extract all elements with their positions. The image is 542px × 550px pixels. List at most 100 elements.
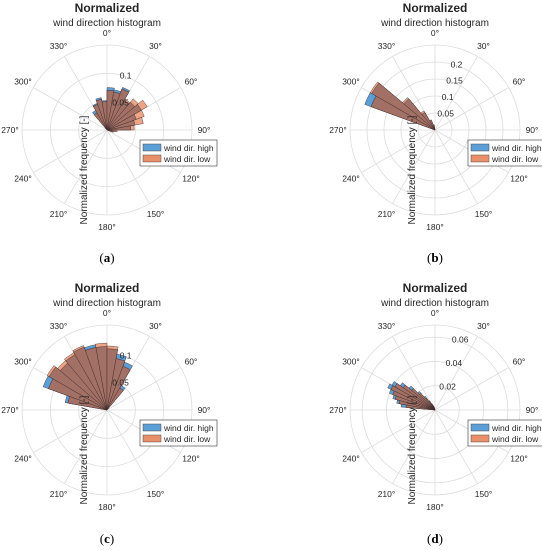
panel-subtitle: wind direction histogram — [380, 298, 489, 309]
bar-overlap — [429, 120, 436, 131]
radial-axis-label: Normalized frequency [-] — [407, 115, 418, 224]
angle-tick-label: 0° — [431, 308, 439, 318]
r-tick-label: 0.1 — [120, 350, 132, 360]
angle-tick-label: 90° — [198, 125, 211, 135]
bar-overlap — [390, 385, 436, 411]
bar-overlap — [403, 98, 436, 131]
angle-tick-label: 180° — [426, 222, 444, 232]
angle-tick-label: 120° — [182, 454, 200, 464]
panel-caption: (a) — [99, 250, 114, 265]
legend-swatch-low — [142, 434, 162, 443]
angle-tick-label: 60° — [185, 77, 198, 87]
bar-overlap — [106, 387, 124, 411]
angle-tick-label: 90° — [526, 405, 539, 415]
bar-overlap — [402, 384, 436, 411]
bar-overlap — [95, 346, 108, 411]
radial-axis-label: Normalized frequency [-] — [79, 115, 90, 224]
panel-caption-letter: d — [431, 531, 439, 546]
legend-swatch-low — [470, 154, 490, 163]
r-tick-label: 0.1 — [120, 70, 132, 80]
r-tick-label: 0.04 — [446, 358, 463, 368]
bar-overlap — [419, 392, 436, 411]
angle-tick-label: 300° — [14, 357, 32, 367]
bar-overlap — [106, 358, 126, 411]
angle-tick-label: 270° — [1, 405, 19, 415]
legend-swatch-low — [142, 154, 162, 163]
angle-tick-label: 120° — [510, 174, 528, 184]
angle-tick-label: 150° — [475, 489, 493, 499]
spoke — [106, 367, 181, 411]
angle-tick-label: 330° — [50, 321, 68, 331]
spoke — [434, 87, 509, 131]
spoke — [33, 409, 108, 453]
legend-swatch-high — [142, 423, 162, 432]
r-tick-label: 0.1 — [442, 92, 454, 102]
bar-overlap — [73, 346, 108, 411]
panel-subtitle: wind direction histogram — [52, 18, 161, 29]
angle-tick-label: 60° — [513, 77, 526, 87]
spoke — [106, 129, 150, 204]
panel-subtitle: wind direction histogram — [380, 18, 489, 29]
bar-overlap — [371, 82, 436, 131]
angle-tick-label: 150° — [147, 489, 165, 499]
bar-overlap — [106, 125, 132, 131]
r-tick-label: 0.05 — [112, 378, 129, 388]
angle-tick-label: 30° — [149, 41, 162, 51]
bar-overlap — [48, 366, 108, 411]
legend-label-high: wind dir. high — [491, 143, 542, 153]
panel-c: Normalized wind direction histogram 0.05 0.… — [1, 281, 218, 546]
angle-tick-label: 300° — [342, 357, 360, 367]
angle-tick-label: 150° — [147, 209, 165, 219]
spoke — [33, 87, 108, 131]
panel-a: Normalized wind direction histogram 0.05 0.… — [1, 1, 218, 265]
panel-title: Normalized — [75, 1, 140, 15]
angle-tick-label: 300° — [342, 77, 360, 87]
angle-tick-label: 210° — [50, 489, 68, 499]
angle-tick-label: 330° — [50, 41, 68, 51]
legend-swatch-low — [470, 434, 490, 443]
legend-swatch-high — [470, 423, 490, 432]
spoke — [64, 409, 108, 484]
legend-label-low: wind dir. low — [163, 434, 211, 444]
angle-tick-label: 180° — [98, 502, 116, 512]
panel-caption: (d) — [427, 531, 443, 546]
angle-tick-label: 60° — [185, 357, 198, 367]
r-tick-label: 0.2 — [451, 59, 463, 69]
spoke — [392, 129, 436, 204]
bar-overlap — [106, 104, 142, 131]
angle-tick-label: 30° — [149, 321, 162, 331]
spoke — [434, 367, 509, 411]
angle-tick-label: 210° — [378, 209, 396, 219]
angle-tick-label: 180° — [98, 222, 116, 232]
bar-overlap — [106, 114, 137, 131]
bar-overlap — [411, 388, 436, 411]
spoke — [64, 129, 108, 204]
angle-tick-label: 210° — [378, 489, 396, 499]
spoke — [392, 336, 436, 411]
panel-title: Normalized — [75, 281, 140, 295]
legend-label-high: wind dir. high — [163, 423, 214, 433]
spoke — [361, 409, 436, 453]
spoke — [33, 129, 108, 173]
panel-subtitle: wind direction histogram — [52, 298, 161, 309]
angle-tick-label: 30° — [477, 321, 490, 331]
panel-caption: (b) — [427, 250, 443, 265]
spoke — [361, 129, 436, 173]
r-tick-label: 0.02 — [439, 382, 456, 392]
spoke — [434, 129, 478, 204]
angle-tick-label: 300° — [14, 77, 32, 87]
panel-b: Normalized wind direction histogram 0.05 0.… — [329, 1, 542, 265]
panel-caption: (c) — [100, 531, 114, 546]
r-tick-label: 0.15 — [446, 76, 463, 86]
r-tick-label: 0.05 — [112, 98, 129, 108]
bar-overlap — [421, 112, 436, 131]
angle-tick-label: 240° — [14, 454, 32, 464]
r-tick-label: 0.06 — [452, 335, 469, 345]
angle-tick-label: 150° — [475, 209, 493, 219]
spoke — [106, 409, 150, 484]
angle-tick-label: 240° — [14, 174, 32, 184]
angle-tick-label: 0° — [103, 28, 111, 38]
angle-tick-label: 0° — [103, 308, 111, 318]
angle-tick-label: 270° — [329, 405, 347, 415]
angle-tick-label: 180° — [426, 502, 444, 512]
